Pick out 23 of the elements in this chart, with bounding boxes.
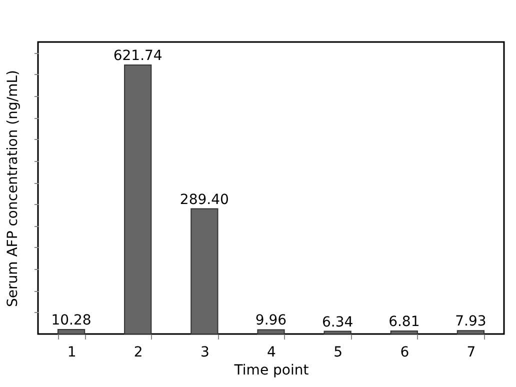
x-tick-label: 7 [466, 344, 476, 360]
data-label: 10.28 [51, 312, 92, 329]
data-label: 7.93 [455, 314, 486, 330]
x-tick-label: 3 [200, 344, 210, 360]
data-label: 6.34 [322, 314, 354, 330]
bar [57, 329, 86, 334]
x-tick-label: 1 [67, 344, 76, 360]
bar [324, 330, 352, 334]
bar [190, 208, 218, 334]
x-axis-title: Time point [233, 362, 310, 378]
y-axis-title: Serum AFP concentration (ng/mL) [5, 70, 21, 307]
x-tick-label: 5 [334, 344, 343, 360]
data-label: 621.74 [113, 48, 162, 64]
bar [257, 329, 285, 334]
data-label: 9.96 [255, 312, 287, 329]
bar [390, 330, 418, 334]
bar [456, 330, 485, 334]
data-label: 289.40 [180, 192, 229, 208]
x-tick-label: 4 [267, 344, 276, 360]
data-label: 6.81 [388, 314, 420, 330]
x-tick-label: 2 [134, 344, 143, 360]
bar [124, 64, 152, 334]
x-tick-label: 6 [400, 344, 410, 360]
